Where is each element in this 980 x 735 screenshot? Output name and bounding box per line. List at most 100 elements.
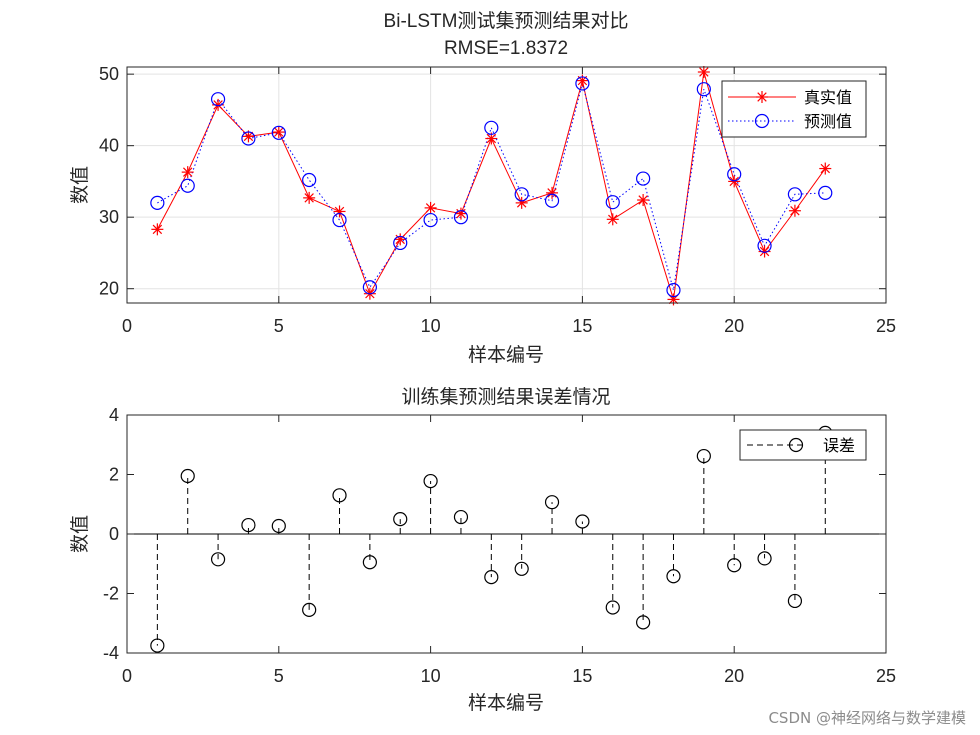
bottom-legend: 误差 bbox=[739, 429, 867, 461]
error-point bbox=[484, 570, 499, 585]
legend-error-circle-icon bbox=[788, 437, 804, 453]
error-point bbox=[362, 555, 377, 570]
error-point bbox=[636, 615, 651, 630]
error-point bbox=[544, 495, 560, 510]
true-value-point bbox=[788, 204, 801, 217]
asterisk-stroke bbox=[213, 100, 223, 110]
predicted-value-point bbox=[271, 125, 286, 140]
predicted-value-point bbox=[696, 82, 711, 97]
top-axes-box bbox=[126, 66, 887, 304]
true-value-point bbox=[303, 191, 316, 204]
asterisk-stroke bbox=[486, 133, 497, 144]
asterisk-stroke bbox=[729, 176, 739, 187]
predicted-value-point bbox=[362, 280, 377, 295]
bottom-ticks: 0 5 10 15 20 25 -4 -2 0 2 4 bbox=[103, 405, 896, 686]
predicted-value-point bbox=[787, 187, 803, 202]
predicted-value-point bbox=[453, 210, 469, 225]
predicted-value-point bbox=[150, 195, 165, 210]
asterisk-stroke bbox=[608, 214, 618, 225]
predicted-value-point bbox=[544, 193, 560, 208]
error-point bbox=[727, 558, 742, 573]
asterisk-stroke bbox=[759, 246, 770, 257]
top-y-tick-label: 20 bbox=[99, 279, 119, 299]
error-point bbox=[423, 473, 438, 489]
top-y-axis-label: 数值 bbox=[69, 166, 91, 204]
true-value-point bbox=[819, 162, 832, 175]
error-point bbox=[393, 512, 408, 527]
bottom-x-tick-label: 0 bbox=[122, 666, 132, 686]
error-point bbox=[150, 638, 165, 653]
bottom-x-tick-label: 15 bbox=[572, 666, 592, 686]
legend-circle-icon bbox=[754, 113, 770, 129]
legend-label-true: 真实值 bbox=[804, 88, 852, 107]
error-point bbox=[332, 488, 347, 503]
top-x-tick-label: 10 bbox=[421, 316, 441, 336]
true-value-point bbox=[394, 233, 407, 246]
bottom-y-tick-label: -4 bbox=[103, 643, 119, 663]
top-ticks: 0 5 10 15 20 25 20 30 40 50 bbox=[99, 64, 896, 336]
true-value-point bbox=[637, 194, 650, 207]
true-value-point bbox=[728, 175, 741, 188]
top-x-axis-label: 样本编号 bbox=[468, 344, 544, 366]
true-value-point bbox=[606, 213, 619, 226]
legend-label-pred: 预测值 bbox=[804, 112, 852, 131]
predicted-value-point bbox=[727, 167, 742, 182]
top-x-tick-label: 0 bbox=[122, 316, 132, 336]
top-grid bbox=[127, 67, 886, 303]
bottom-y-axis-label: 数值 bbox=[69, 515, 91, 553]
predicted-value-point bbox=[423, 212, 438, 228]
true-value-point bbox=[424, 201, 437, 214]
bottom-x-tick-label: 25 bbox=[876, 666, 896, 686]
predicted-value-point bbox=[757, 238, 772, 253]
asterisk-stroke bbox=[152, 224, 163, 235]
error-point bbox=[180, 468, 195, 484]
legend-asterisk-icon bbox=[756, 91, 768, 103]
true-value-point bbox=[181, 166, 194, 179]
top-y-tick-label: 30 bbox=[99, 207, 119, 227]
bottom-y-tick-label: 4 bbox=[109, 405, 119, 425]
bottom-chart-title: 训练集预测结果误差情况 bbox=[401, 386, 610, 408]
error-point bbox=[787, 593, 803, 609]
error-point bbox=[666, 569, 681, 584]
predicted-value-point bbox=[393, 235, 408, 251]
predicted-value-point bbox=[210, 92, 226, 107]
asterisk-stroke bbox=[243, 131, 254, 142]
true-value-point bbox=[454, 207, 467, 220]
error-point bbox=[605, 600, 620, 615]
asterisk-stroke bbox=[547, 188, 557, 198]
true-value-point bbox=[697, 66, 710, 79]
watermark: CSDN @神经网络与数学建模 bbox=[768, 709, 966, 727]
true-value-point bbox=[151, 223, 164, 236]
true-value-point bbox=[546, 186, 559, 199]
top-x-tick-label: 5 bbox=[274, 316, 284, 336]
top-chart: 0 5 10 15 20 25 20 30 40 50 Bi-LSTM测试集预测结果对比 RMSE… bbox=[69, 10, 896, 366]
error-point bbox=[241, 517, 256, 533]
top-legend: 真实值 预测值 bbox=[721, 80, 867, 138]
legend-label-error: 误差 bbox=[823, 436, 855, 455]
error-point bbox=[757, 551, 772, 566]
bottom-x-tick-label: 10 bbox=[421, 666, 441, 686]
asterisk-stroke bbox=[274, 127, 284, 137]
asterisk-stroke bbox=[182, 167, 193, 177]
bottom-y-tick-label: 2 bbox=[109, 465, 119, 485]
bottom-x-tick-label: 5 bbox=[274, 666, 284, 686]
predicted-value-point bbox=[302, 172, 317, 188]
predicted-value-point bbox=[605, 195, 620, 210]
error-point bbox=[514, 561, 529, 576]
error-point bbox=[210, 552, 226, 567]
asterisk-stroke bbox=[820, 163, 831, 174]
top-y-tick-label: 50 bbox=[99, 64, 119, 84]
bottom-x-tick-label: 20 bbox=[724, 666, 744, 686]
top-x-tick-label: 15 bbox=[572, 316, 592, 336]
asterisk-stroke bbox=[304, 193, 314, 203]
bottom-y-tick-label: 0 bbox=[109, 524, 119, 544]
asterisk-stroke bbox=[425, 203, 436, 213]
error-point bbox=[302, 602, 317, 617]
predicted-value-point bbox=[484, 120, 499, 135]
predicted-value-point bbox=[180, 178, 195, 193]
error-point bbox=[575, 514, 590, 529]
predicted-value-point bbox=[636, 171, 651, 186]
true-value-point bbox=[272, 126, 285, 139]
error-point bbox=[271, 518, 286, 534]
